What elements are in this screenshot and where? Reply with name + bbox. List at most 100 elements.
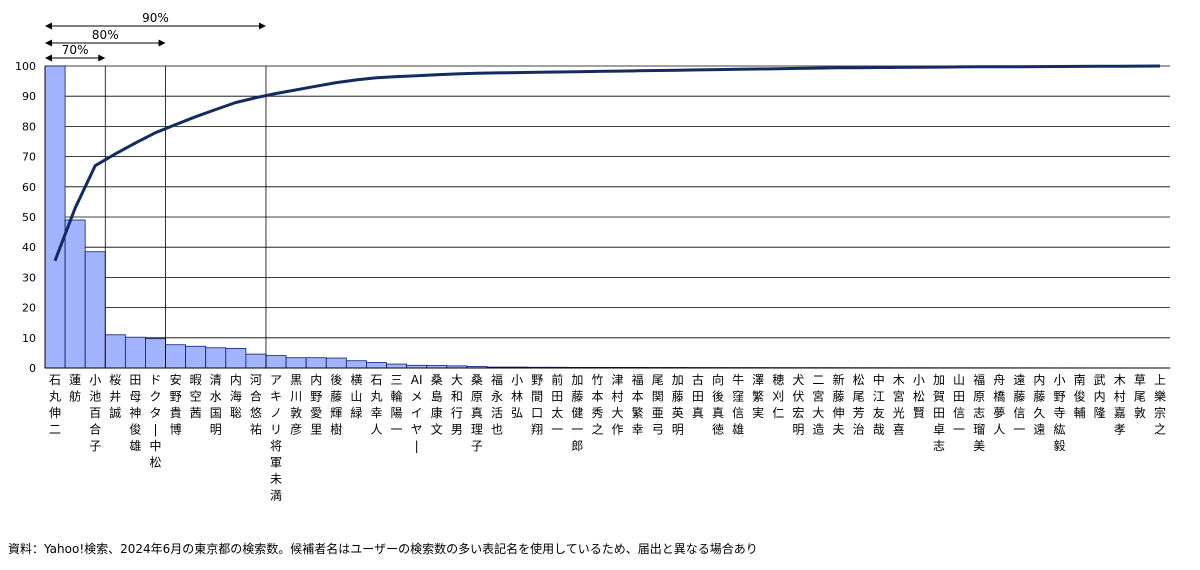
x-tick-label: 賀: [933, 390, 945, 404]
x-tick-label: 木: [893, 373, 905, 387]
arrow-head-left: [45, 39, 52, 47]
x-tick-label: 誠: [109, 406, 121, 420]
x-tick-label: 本: [632, 390, 644, 404]
arrow-head-right: [158, 39, 166, 47]
x-tick-label: 藤: [833, 390, 845, 404]
x-tick-label: 活: [491, 406, 503, 420]
x-tick-label: ク: [149, 390, 161, 404]
x-tick-label: ア: [270, 373, 282, 387]
x-tick-label: 国: [210, 406, 222, 420]
x-tick-label: 本: [591, 390, 603, 404]
x-tick-label: 康: [431, 405, 443, 420]
x-tick-label: 軍: [270, 456, 282, 470]
x-tick-label: 聡: [230, 406, 242, 420]
x-tick-label: 中: [873, 372, 885, 387]
x-tick-label: 伸: [49, 406, 61, 420]
x-tick-label: 田: [692, 390, 704, 404]
x-tick-label: 尾: [853, 390, 865, 404]
x-tick-label: 桑: [471, 373, 483, 387]
bar: [285, 357, 307, 369]
x-tick-label: 林: [511, 390, 523, 404]
x-tick-label: 穂: [772, 373, 784, 387]
x-tick-label: 行: [451, 406, 463, 420]
arrow-head-left: [45, 22, 52, 30]
x-tick-label: 神: [129, 406, 141, 420]
x-tick-label: 村: [1114, 390, 1126, 404]
x-tick-label: 津: [612, 373, 624, 387]
x-tick-label: 文: [431, 422, 443, 437]
x-tick-label: 合: [89, 422, 101, 437]
x-tick-label: 哉: [873, 422, 885, 437]
y-tick-label: 100: [15, 60, 36, 73]
x-tick-label: 彦: [290, 422, 302, 437]
x-tick-label: 秀: [591, 406, 603, 420]
x-tick-label: 太: [551, 405, 563, 420]
bar: [305, 357, 327, 369]
x-tick-label: 藤: [1033, 390, 1045, 404]
x-tick-label: 三: [391, 373, 403, 387]
percentage-label: 90%: [142, 11, 169, 25]
x-tick-label: 小: [511, 373, 523, 387]
y-tick-label: 50: [22, 211, 36, 224]
x-tick-label: 健: [571, 406, 583, 420]
x-tick-label: 和: [451, 390, 463, 404]
x-tick-label: 加: [571, 373, 583, 387]
x-tick-label: 一: [551, 423, 563, 437]
y-tick-labels: 0 10 20 30 40 50 60 70 80 90 100: [15, 60, 36, 375]
x-tick-label: 之: [591, 423, 603, 437]
bar: [64, 219, 86, 369]
x-tick-label: 樂: [1154, 389, 1166, 404]
x-tick-label: 陽: [391, 406, 403, 420]
x-tick-label: 幸: [632, 423, 644, 437]
x-tick-label: 丸: [370, 390, 382, 404]
x-tick-label: 子: [89, 439, 101, 453]
x-tick-label: 江: [873, 390, 885, 404]
x-tick-label: 暇: [190, 373, 202, 387]
x-tick-label: 向: [712, 372, 724, 387]
x-tick-label: 上: [1154, 373, 1166, 387]
x-tick-label: 紘: [1054, 422, 1066, 437]
x-tick-label: 山: [350, 390, 362, 404]
x-tick-label: 悠: [250, 405, 262, 420]
x-tick-label: 舟: [993, 373, 1005, 387]
x-tick-label: 武: [1094, 373, 1106, 387]
x-tick-label: 松: [149, 456, 161, 470]
x-tick-label: キ: [270, 390, 282, 404]
x-tick-label: 田: [129, 373, 141, 387]
x-tick-label: 茜: [190, 406, 202, 420]
y-tick-label: 0: [29, 362, 36, 375]
y-tick-label: 60: [22, 181, 36, 194]
x-tick-label: 光: [893, 406, 905, 420]
x-tick-label: 人: [993, 423, 1005, 437]
percentage-label: 70%: [62, 43, 89, 57]
x-tick-label: 貴: [170, 406, 182, 420]
x-tick-label: 美: [973, 439, 985, 453]
x-tick-label: 子: [471, 439, 483, 453]
x-tick-label: 一: [1013, 423, 1025, 437]
bar: [185, 345, 207, 369]
x-tick-label: 明: [210, 423, 222, 437]
x-tick-label: イ: [411, 406, 423, 420]
x-tick-label: 窪: [732, 389, 744, 404]
x-tick-label: ノ: [270, 406, 282, 420]
x-tick-label: 宏: [792, 405, 804, 420]
x-tick-label: 安: [170, 372, 182, 387]
x-tick-label: 信: [953, 406, 965, 420]
x-tick-label: 石: [49, 373, 61, 387]
x-tick-label: 明: [792, 423, 804, 437]
arrow-head-right: [98, 54, 106, 62]
x-tick-labels: 石丸伸二蓮舫小池百合子桜井誠田母神俊雄ドクタ|中松安野貴博暇空茜清水国明内海聡河…: [49, 372, 1166, 503]
x-tick-label: 一: [391, 423, 403, 437]
x-tick-label: 野: [170, 390, 182, 404]
x-tick-label: 福: [632, 372, 644, 387]
bar: [345, 360, 367, 369]
x-tick-label: ド: [149, 373, 161, 387]
x-tick-label: 喜: [893, 423, 905, 437]
x-tick-label: 大: [812, 406, 824, 420]
x-tick-label: 真: [471, 406, 483, 420]
x-tick-label: 将: [270, 439, 282, 453]
x-tick-label: 翔: [531, 423, 543, 437]
x-tick-label: 澤: [752, 373, 764, 387]
x-tick-label: 野: [1054, 390, 1066, 404]
x-tick-label: 内: [1094, 390, 1106, 404]
